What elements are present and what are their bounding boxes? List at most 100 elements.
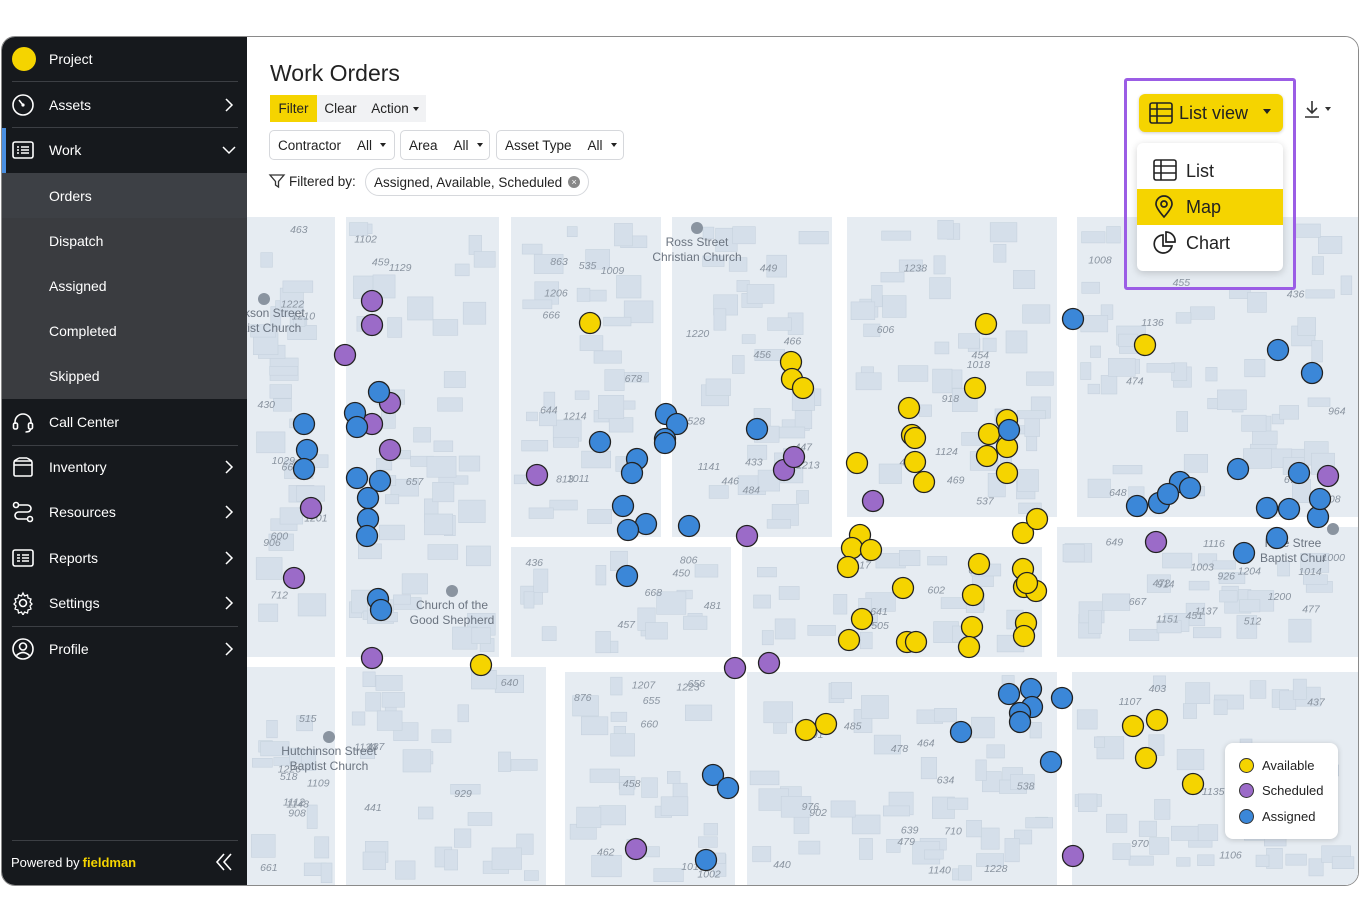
work-order-marker-scheduled: [735, 524, 759, 548]
map-building: [553, 437, 579, 448]
map-building: [746, 284, 775, 304]
house-number: 1207: [632, 679, 657, 691]
house-number: 600: [271, 530, 289, 542]
work-order-marker-assigned: [356, 486, 380, 510]
work-order-marker-assigned: [1125, 494, 1149, 518]
sidebar-sub-assigned[interactable]: Assigned: [2, 263, 247, 308]
divider: [12, 840, 238, 841]
map-building: [466, 545, 491, 567]
map-building: [1138, 820, 1157, 837]
sidebar-item-call-center[interactable]: Call Center: [2, 400, 247, 444]
work-order-marker-assigned: [1008, 710, 1032, 734]
chevron-right-icon: [225, 596, 234, 610]
clear-button[interactable]: Clear: [317, 95, 364, 122]
work-order-marker-scheduled: [360, 646, 384, 670]
map-building: [1112, 465, 1143, 475]
map-building: [873, 734, 901, 755]
house-number: 1029: [272, 455, 296, 467]
work-order-marker-scheduled: [1316, 464, 1340, 488]
house-number: 964: [1328, 406, 1346, 418]
map-building: [375, 674, 403, 691]
work-order-marker-scheduled: [378, 438, 402, 462]
sidebar-item-inventory[interactable]: Inventory: [2, 445, 247, 489]
map-building: [603, 316, 632, 327]
sidebar-item-label: Assets: [49, 97, 92, 113]
map-building: [1080, 315, 1109, 333]
sidebar-sub-label: Skipped: [49, 368, 100, 384]
divider: [12, 626, 238, 627]
work-order-marker-available: [794, 718, 818, 742]
clear-chip-icon[interactable]: ×: [568, 176, 581, 188]
sidebar-item-profile[interactable]: Profile: [2, 627, 247, 671]
user-icon: [12, 638, 34, 660]
house-number: 537: [976, 495, 995, 507]
house-number: 446: [722, 476, 740, 488]
map-building: [807, 624, 836, 636]
legend-dot: [1239, 757, 1254, 773]
map-building: [1149, 837, 1170, 855]
sidebar-item-resources[interactable]: Resources: [2, 490, 247, 534]
sidebar-item-reports[interactable]: Reports: [2, 536, 247, 580]
map-building: [1026, 371, 1054, 386]
map-building: [766, 254, 787, 278]
house-number: 1136: [1141, 317, 1164, 329]
chevron-right-icon: [225, 642, 234, 656]
map-building: [362, 671, 376, 687]
contractor-filter[interactable]: Contractor All: [269, 130, 395, 160]
map-building: [882, 805, 910, 817]
view-switch-button[interactable]: List view: [1139, 94, 1283, 132]
house-number: 1018: [967, 359, 991, 371]
map-building: [522, 299, 553, 310]
map-building: [1016, 410, 1046, 420]
sidebar-item-project[interactable]: Project: [2, 37, 247, 81]
sidebar-sub-completed[interactable]: Completed: [2, 308, 247, 353]
collapse-sidebar-icon[interactable]: [214, 852, 234, 872]
map-building: [454, 828, 472, 848]
view-option-list[interactable]: List: [1137, 153, 1283, 189]
work-order-marker-available: [845, 451, 869, 475]
view-option-map[interactable]: Map: [1137, 189, 1283, 225]
sidebar-item-settings[interactable]: Settings: [2, 581, 247, 625]
table-icon: [1149, 102, 1173, 124]
house-number: 505: [871, 620, 889, 632]
legend-label: Scheduled: [1262, 782, 1324, 798]
action-button[interactable]: Action: [364, 95, 426, 122]
funnel-icon: [268, 174, 286, 189]
map-building: [1197, 824, 1219, 842]
filter-button[interactable]: Filter: [270, 95, 317, 122]
sidebar-item-label: Work: [49, 142, 82, 158]
work-order-marker-scheduled: [723, 656, 747, 680]
map-building: [587, 289, 607, 302]
sidebar-item-work[interactable]: Work: [2, 128, 247, 172]
map-canvas[interactable]: 4304334364374414364404434464474494504514…: [247, 217, 1359, 886]
headset-icon: [12, 413, 34, 433]
map-building: [927, 556, 948, 566]
work-order-marker-assigned: [997, 418, 1021, 442]
download-icon[interactable]: [1302, 98, 1336, 122]
map[interactable]: 4304334364374414364404434464474494504514…: [247, 217, 1359, 886]
map-building: [878, 463, 902, 484]
work-order-marker-assigned: [355, 524, 379, 548]
sidebar-sub-orders[interactable]: Orders: [2, 173, 247, 218]
filter-chip[interactable]: Assigned, Available, Scheduled ×: [365, 168, 590, 196]
map-building: [385, 494, 400, 505]
house-number: 1116: [1203, 538, 1225, 550]
map-building: [975, 759, 987, 781]
map-pin-icon: [1155, 195, 1173, 219]
sidebar-sub-label: Completed: [49, 322, 117, 339]
view-option-chart[interactable]: Chart: [1137, 225, 1283, 261]
asset-type-filter[interactable]: Asset Type All: [496, 130, 624, 160]
sidebar-item-assets[interactable]: Assets: [2, 83, 247, 127]
caret-down-icon: [476, 143, 483, 147]
map-building: [296, 715, 313, 732]
map-building: [752, 846, 772, 863]
work-order-marker-assigned: [1308, 487, 1332, 511]
area-filter[interactable]: Area All: [400, 130, 490, 160]
map-building: [778, 586, 800, 600]
map-building: [1311, 256, 1324, 275]
sidebar-sub-skipped[interactable]: Skipped: [2, 353, 247, 399]
sidebar-sub-dispatch[interactable]: Dispatch: [2, 218, 247, 263]
church-name: Baptist Chur: [1260, 551, 1326, 565]
map-building: [1185, 682, 1211, 705]
map-building: [1062, 543, 1085, 563]
